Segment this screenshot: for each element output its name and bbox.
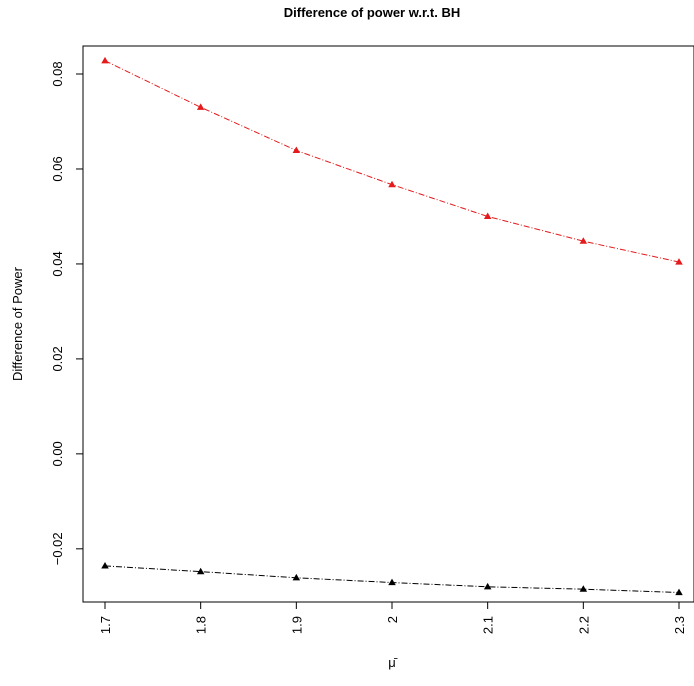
x-tick-label: 1.9 bbox=[289, 616, 304, 634]
y-axis-label: Difference of Power bbox=[10, 266, 25, 381]
x-tick-label: 2.1 bbox=[481, 616, 496, 634]
series-2-point bbox=[579, 585, 588, 592]
series-1-point bbox=[196, 103, 205, 110]
y-tick-label: 0.00 bbox=[50, 441, 65, 466]
series-2-point bbox=[483, 582, 492, 590]
series-2-point bbox=[196, 567, 205, 575]
series-2-point bbox=[292, 573, 301, 581]
series-1-point bbox=[292, 146, 301, 154]
series-1-point bbox=[675, 258, 683, 265]
y-tick-label: −0.02 bbox=[50, 532, 65, 565]
series-1-line bbox=[104, 60, 680, 263]
x-tick-label: 2 bbox=[385, 616, 400, 623]
y-tick-label: 0.06 bbox=[50, 156, 65, 181]
y-tick-label: 0.04 bbox=[50, 251, 65, 276]
series-1-point bbox=[101, 56, 109, 64]
series-1-point bbox=[579, 237, 588, 244]
series-1-point bbox=[388, 180, 396, 188]
series-layer bbox=[101, 56, 683, 596]
x-axis-label: μ̄ bbox=[388, 655, 397, 670]
series-1-point bbox=[483, 212, 492, 220]
x-tick-label: 1.7 bbox=[98, 616, 113, 634]
x-axis: 1.7 1.8 1.9 2 2.1 2.2 2.3 bbox=[98, 602, 687, 634]
y-tick-label: 0.08 bbox=[50, 61, 65, 86]
plot-frame bbox=[82, 45, 694, 603]
series-2-point bbox=[388, 578, 396, 586]
x-tick-label: 2.2 bbox=[576, 616, 591, 634]
x-tick-label: 2.3 bbox=[672, 616, 687, 634]
y-axis: −0.02 0.00 0.02 0.04 0.06 0.08 bbox=[50, 61, 83, 565]
y-tick-label: 0.02 bbox=[50, 346, 65, 371]
series-2-point bbox=[101, 562, 109, 569]
series-2-point bbox=[675, 588, 683, 596]
chart-title: Difference of power w.r.t. BH bbox=[284, 5, 461, 20]
x-tick-label: 1.8 bbox=[194, 616, 209, 634]
